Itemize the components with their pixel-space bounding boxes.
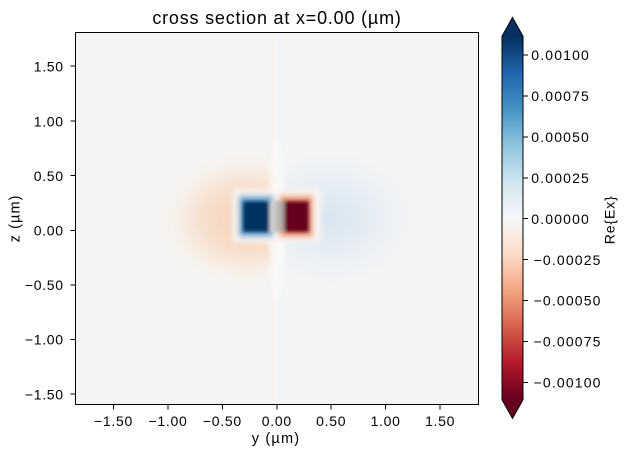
svg-text:cross section at x=0.00 (µm): cross section at x=0.00 (µm) [152,8,401,28]
svg-text:1.50: 1.50 [425,413,455,429]
svg-text:0.00050: 0.00050 [531,129,590,145]
svg-text:y (µm): y (µm) [252,431,301,447]
svg-text:Re{Ex}: Re{Ex} [602,195,618,244]
svg-text:−0.50: −0.50 [203,413,242,429]
svg-text:−0.00100: −0.00100 [534,375,602,391]
svg-text:0.50: 0.50 [34,168,64,184]
svg-text:−1.00: −1.00 [25,332,64,348]
svg-text:0.00100: 0.00100 [531,47,590,63]
svg-text:1.00: 1.00 [34,113,64,129]
svg-text:1.50: 1.50 [34,58,64,74]
svg-text:−1.50: −1.50 [94,413,133,429]
svg-text:1.00: 1.00 [371,413,401,429]
svg-text:0.00025: 0.00025 [531,170,590,186]
svg-text:−0.00075: −0.00075 [534,334,602,350]
svg-text:0.00000: 0.00000 [531,211,590,227]
svg-text:−0.00050: −0.00050 [534,293,602,309]
svg-text:−0.50: −0.50 [25,277,64,293]
svg-text:0.50: 0.50 [316,413,346,429]
svg-text:0.00: 0.00 [34,223,64,239]
svg-text:0.00075: 0.00075 [531,88,590,104]
svg-text:−1.00: −1.00 [149,413,188,429]
svg-text:−1.50: −1.50 [25,386,64,402]
svg-text:−0.00025: −0.00025 [534,252,602,268]
svg-text:z (µm): z (µm) [8,194,24,242]
svg-text:0.00: 0.00 [262,413,292,429]
